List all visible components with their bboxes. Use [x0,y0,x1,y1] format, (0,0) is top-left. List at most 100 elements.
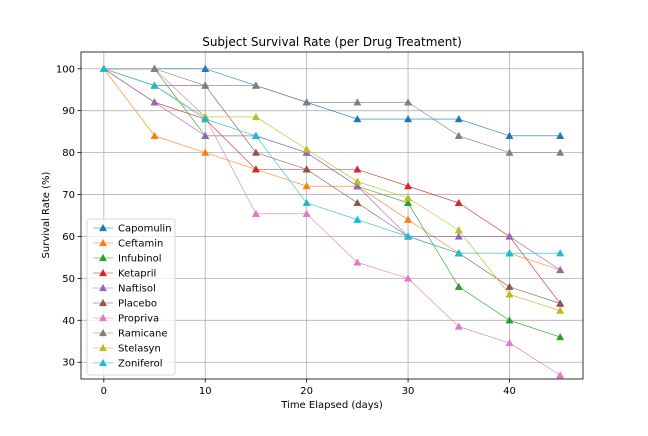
data-point-naftisol [353,182,362,190]
legend-marker-zoniferol [98,358,108,367]
data-point-placebo [505,282,514,290]
data-point-propriva [404,274,413,282]
legend-label-infubinol: Infubinol [118,254,162,265]
y-axis-label: Survival Rate (%) [41,171,52,258]
x-tick-label: 10 [199,386,212,397]
data-point-stelasyn [302,145,311,153]
legend-marker-infubinol [98,253,108,262]
data-point-stelasyn [454,226,463,234]
data-point-placebo [353,198,362,207]
legend-marker-stelasyn [98,343,108,352]
data-point-ceftamin [302,182,311,190]
data-point-ceftamin [404,215,413,223]
legend-label-stelasyn: Stelasyn [118,344,161,355]
data-point-naftisol [454,232,463,240]
data-point-ceftamin [201,148,210,156]
data-point-ramicane [556,148,565,156]
data-point-capomulin [454,114,463,123]
legend-label-placebo: Placebo [118,299,157,310]
legend-marker-capomulin [98,223,108,232]
series-line-naftisol [103,68,561,271]
legend-label-ramicane: Ramicane [118,329,168,340]
data-point-zoniferol [150,81,159,89]
data-point-ceftamin [150,131,159,139]
data-point-capomulin [404,114,413,123]
data-point-ramicane [454,131,463,139]
y-tick-label: 50 [62,274,75,285]
x-tick-label: 20 [300,386,313,397]
data-point-infubinol [556,332,565,341]
data-point-propriva [454,322,463,330]
data-point-ketapril [251,165,260,173]
y-tick-label: 90 [62,106,75,117]
data-point-stelasyn [404,193,413,202]
data-point-naftisol [556,265,565,274]
series-line-capomulin [103,68,561,137]
data-point-naftisol [150,98,159,106]
legend-marker-ceftamin [98,238,108,247]
y-tick-label: 40 [62,316,75,327]
legend-label-ketapril: Ketapril [118,269,156,280]
data-point-capomulin [353,114,362,123]
x-tick-label: 40 [503,386,516,397]
data-point-capomulin [556,131,565,139]
series-line-zoniferol [103,68,561,254]
data-point-infubinol [505,316,514,324]
legend-label-ceftamin: Ceftamin [118,239,163,250]
data-point-ramicane [505,148,514,156]
series-line-ramicane [103,68,561,153]
data-point-ramicane [251,81,260,89]
data-point-ramicane [353,98,362,106]
data-point-zoniferol [505,249,514,257]
data-point-placebo [251,148,260,156]
legend-marker-naftisol [98,283,108,292]
data-point-stelasyn [505,290,514,298]
tick-layer: 0 10 20 30 40 30 40 50 60 70 80 90 100 [56,64,516,397]
data-point-capomulin [201,64,210,72]
data-point-zoniferol [556,249,565,257]
data-point-placebo [556,299,565,307]
data-point-infubinol [404,198,413,207]
legend-label-propriva: Propriva [118,314,159,325]
data-point-propriva [556,371,565,379]
plot-frame [80,51,584,380]
data-point-propriva [251,209,260,217]
y-tick-label: 80 [62,148,75,159]
legend: Capomulin Ceftamin Infubinol Ketapril Naftis… [86,218,176,376]
legend-label-capomulin: Capomulin [118,224,172,235]
series-layer [99,64,565,379]
legend-marker-placebo [98,298,108,307]
series-naftisol [99,64,565,274]
data-point-stelasyn [353,177,362,185]
data-point-naftisol [201,131,210,139]
series-line-placebo [103,68,561,304]
y-tick-label: 100 [56,64,75,75]
legend-label-zoniferol: Zoniferol [118,359,163,370]
x-axis-label: Time Elapsed (days) [280,400,383,411]
data-point-placebo [302,165,311,173]
legend-marker-ramicane [98,328,108,337]
data-point-ramicane [404,98,413,106]
data-point-zoniferol [99,64,108,72]
legend-marker-ketapril [98,268,108,277]
data-point-ramicane [302,98,311,106]
data-point-zoniferol [404,232,413,240]
data-point-propriva [302,209,311,217]
y-tick-label: 60 [62,232,75,243]
data-point-zoniferol [251,131,260,139]
data-point-propriva [353,258,362,266]
data-point-infubinol [454,282,463,290]
data-point-stelasyn [251,112,260,121]
data-point-ketapril [454,198,463,207]
data-point-ketapril [404,182,413,190]
data-point-zoniferol [302,198,311,207]
legend-marker-propriva [98,313,108,322]
data-point-capomulin [505,131,514,139]
y-tick-label: 70 [62,190,75,201]
legend-label-naftisol: Naftisol [118,284,156,295]
data-point-zoniferol [353,215,362,223]
data-point-zoniferol [201,114,210,123]
data-point-stelasyn [556,306,565,314]
